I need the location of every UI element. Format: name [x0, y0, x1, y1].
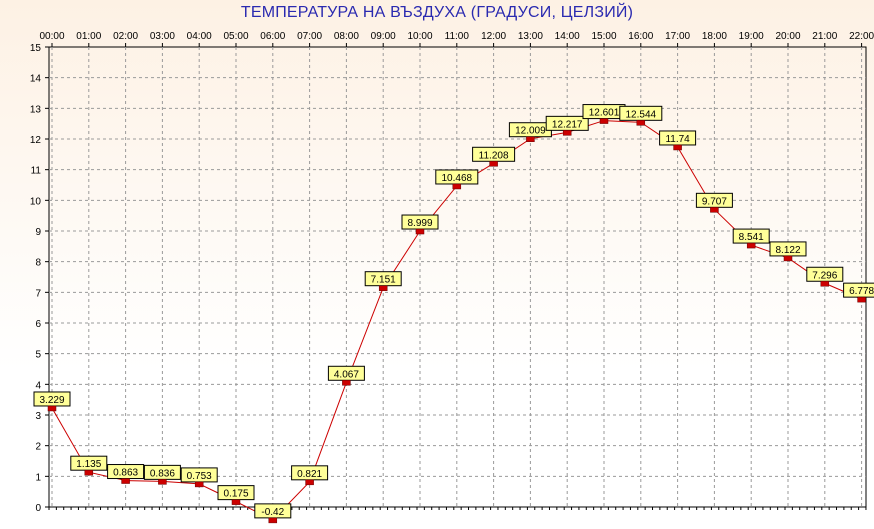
x-tick-label: 02:00: [113, 31, 138, 42]
data-label: 9.707: [702, 196, 727, 207]
x-tick-label: 21:00: [812, 31, 837, 42]
y-tick-label: 8: [35, 258, 41, 269]
data-point-marker: [857, 296, 866, 303]
data-label: 8.541: [739, 232, 764, 243]
data-label: 12.217: [552, 119, 583, 130]
data-point-marker: [526, 136, 535, 142]
y-tick-label: 12: [30, 135, 42, 146]
data-point-marker: [710, 207, 719, 213]
data-point-marker: [673, 144, 682, 151]
data-label: -0.42: [261, 507, 284, 518]
data-point-marker: [562, 130, 572, 136]
x-tick-label: 11:00: [445, 31, 470, 42]
y-tick-label: 4: [35, 380, 41, 391]
y-tick-label: 1: [35, 472, 41, 483]
x-tick-label: 14:00: [555, 31, 580, 42]
data-point-marker: [342, 380, 351, 386]
data-label: 7.151: [371, 275, 396, 286]
y-tick-label: 2: [35, 442, 41, 453]
data-point-marker: [231, 499, 241, 505]
data-label: 10.468: [442, 173, 473, 184]
data-point-marker: [158, 479, 167, 485]
y-tick-label: 11: [31, 166, 42, 177]
data-point-marker: [599, 118, 609, 124]
y-tick-label: 15: [30, 43, 42, 54]
chart-title: ТЕМПЕРАТУРА НА ВЪЗДУХА (ГРАДУСИ, ЦЕЛЗИЙ): [240, 4, 634, 21]
data-label: 6.778: [849, 286, 874, 297]
data-point-marker: [636, 120, 646, 126]
y-tick-label: 5: [35, 350, 41, 361]
data-label: 8.999: [407, 218, 432, 229]
data-label: 11.208: [479, 150, 509, 161]
data-label: 8.122: [775, 245, 800, 256]
data-label: 3.229: [39, 395, 64, 406]
y-tick-label: 0: [35, 503, 41, 514]
x-tick-label: 18:00: [702, 31, 727, 42]
x-tick-label: 15:00: [591, 31, 616, 42]
x-tick-label: 17:00: [665, 31, 690, 42]
y-tick-label: 9: [35, 227, 41, 238]
x-tick-label: 08:00: [334, 31, 359, 42]
y-tick-label: 10: [30, 196, 42, 207]
y-tick-label: 13: [30, 104, 42, 115]
data-point-marker: [84, 469, 94, 476]
data-label: 0.863: [113, 468, 138, 479]
data-point-marker: [489, 161, 498, 167]
x-tick-label: 09:00: [371, 31, 396, 42]
data-label: 0.836: [150, 468, 175, 479]
data-point-marker: [452, 183, 462, 190]
x-tick-label: 03:00: [150, 31, 175, 42]
data-point-marker: [820, 281, 830, 287]
data-point-marker: [194, 481, 204, 488]
plot-area: [48, 46, 867, 508]
data-label: 12.601: [589, 108, 620, 119]
data-label: 0.753: [187, 471, 212, 482]
data-label: 0.821: [297, 469, 322, 480]
x-tick-label: 01:00: [76, 31, 101, 42]
x-tick-label: 10:00: [407, 31, 432, 42]
data-point-marker: [305, 479, 314, 486]
data-point-marker: [268, 517, 278, 524]
x-tick-label: 12:00: [481, 31, 506, 42]
data-point-marker: [415, 228, 425, 235]
data-point-marker: [783, 255, 793, 262]
data-point-marker: [746, 242, 756, 249]
data-point-marker: [378, 285, 388, 291]
x-tick-label: 13:00: [518, 31, 543, 42]
data-point-marker: [47, 405, 57, 412]
y-tick-label: 6: [35, 319, 41, 330]
data-label: 7.296: [812, 270, 837, 281]
x-tick-label: 05:00: [223, 31, 248, 42]
data-label: 1.135: [76, 459, 101, 470]
x-tick-label: 16:00: [628, 31, 653, 42]
data-label: 12.009: [515, 126, 546, 137]
x-tick-label: 06:00: [260, 31, 285, 42]
data-label: 12.544: [626, 109, 657, 120]
y-tick-label: 3: [35, 411, 41, 422]
x-tick-label: 04:00: [187, 31, 212, 42]
x-tick-label: 00:00: [39, 31, 64, 42]
x-tick-label: 07:00: [297, 31, 322, 42]
y-tick-label: 7: [35, 288, 41, 299]
x-tick-label: 19:00: [739, 31, 764, 42]
data-label: 4.067: [334, 369, 359, 380]
x-tick-label: 22:00: [849, 31, 874, 42]
data-point-marker: [121, 478, 130, 484]
x-tick-label: 20:00: [775, 31, 800, 42]
data-label: 0.175: [223, 489, 248, 500]
data-label: 11.74: [665, 134, 690, 145]
y-tick-label: 14: [30, 74, 42, 85]
